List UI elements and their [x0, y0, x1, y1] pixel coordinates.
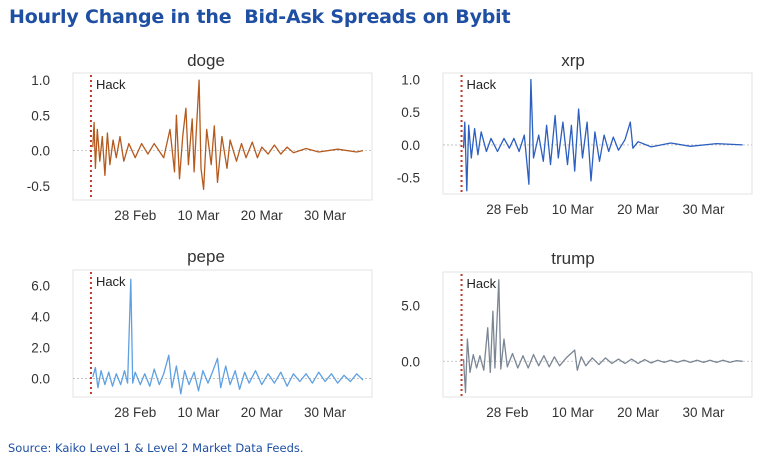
hack-label: Hack: [467, 77, 497, 92]
chart-title: xrp: [561, 51, 585, 70]
y-tick-label: 0.0: [401, 354, 420, 369]
x-tick-label: 28 Feb: [114, 405, 156, 420]
x-tick-label: 20 Mar: [617, 405, 660, 420]
plot-frame: [442, 72, 753, 195]
x-tick-label: 20 Mar: [241, 405, 284, 420]
x-tick-label: 10 Mar: [552, 202, 595, 217]
x-tick-label: 28 Feb: [486, 202, 528, 217]
x-tick-label: 10 Mar: [177, 208, 220, 223]
series-line-trump: [462, 279, 743, 394]
series-line-pepe: [92, 278, 364, 395]
y-tick-label: 2.0: [31, 340, 50, 355]
hack-label: Hack: [96, 77, 126, 92]
y-tick-label: 0.5: [401, 105, 420, 120]
chart-doge: doge -0.5 0.0 0.5 1.0 28 Feb 10 Mar 20 Mar 30 Ma…: [27, 51, 373, 223]
series-line-xrp: [462, 78, 743, 192]
x-tick-label: 30 Mar: [304, 208, 347, 223]
hack-label: Hack: [467, 276, 497, 291]
y-tick-label: 5.0: [401, 298, 420, 313]
y-tick-label: 6.0: [31, 278, 50, 293]
chart-title: pepe: [187, 247, 225, 266]
x-tick-label: 20 Mar: [241, 208, 284, 223]
x-tick-label: 30 Mar: [682, 202, 725, 217]
y-tick-label: 4.0: [31, 309, 50, 324]
x-tick-label: 10 Mar: [177, 405, 220, 420]
y-tick-label: 0.0: [31, 371, 50, 386]
x-tick-label: 28 Feb: [114, 208, 156, 223]
chart-xrp: xrp -0.5 0.0 0.5 1.0 28 Feb 10 Mar 20 Mar 30 Mar…: [397, 51, 753, 217]
y-tick-label: -0.5: [397, 171, 420, 186]
chart-pepe: pepe 0.0 2.0 4.0 6.0 28 Feb 10 Mar 20 Mar 30 Mar…: [31, 247, 373, 420]
y-tick-label: 0.5: [31, 108, 50, 123]
y-tick-label: -0.5: [27, 179, 50, 194]
x-tick-label: 30 Mar: [682, 405, 725, 420]
chart-title: trump: [551, 249, 594, 268]
x-tick-label: 30 Mar: [304, 405, 347, 420]
chart-title: doge: [187, 51, 225, 70]
hack-label: Hack: [96, 274, 126, 289]
x-tick-label: 10 Mar: [552, 405, 595, 420]
source-note: Source: Kaiko Level 1 & Level 2 Market D…: [8, 441, 304, 455]
plot-frame: [442, 271, 753, 398]
y-tick-label: 0.0: [31, 144, 50, 159]
page-title: Hourly Change in the Bid-Ask Spreads on …: [9, 6, 511, 28]
y-tick-label: 1.0: [31, 73, 50, 88]
x-tick-label: 20 Mar: [617, 202, 660, 217]
chart-trump: trump 0.0 5.0 28 Feb 10 Mar 20 Mar 30 Mar Hack: [401, 249, 753, 420]
y-tick-label: 0.0: [401, 138, 420, 153]
y-tick-label: 1.0: [401, 73, 420, 88]
series-line-doge: [92, 79, 364, 191]
x-tick-label: 28 Feb: [486, 405, 528, 420]
